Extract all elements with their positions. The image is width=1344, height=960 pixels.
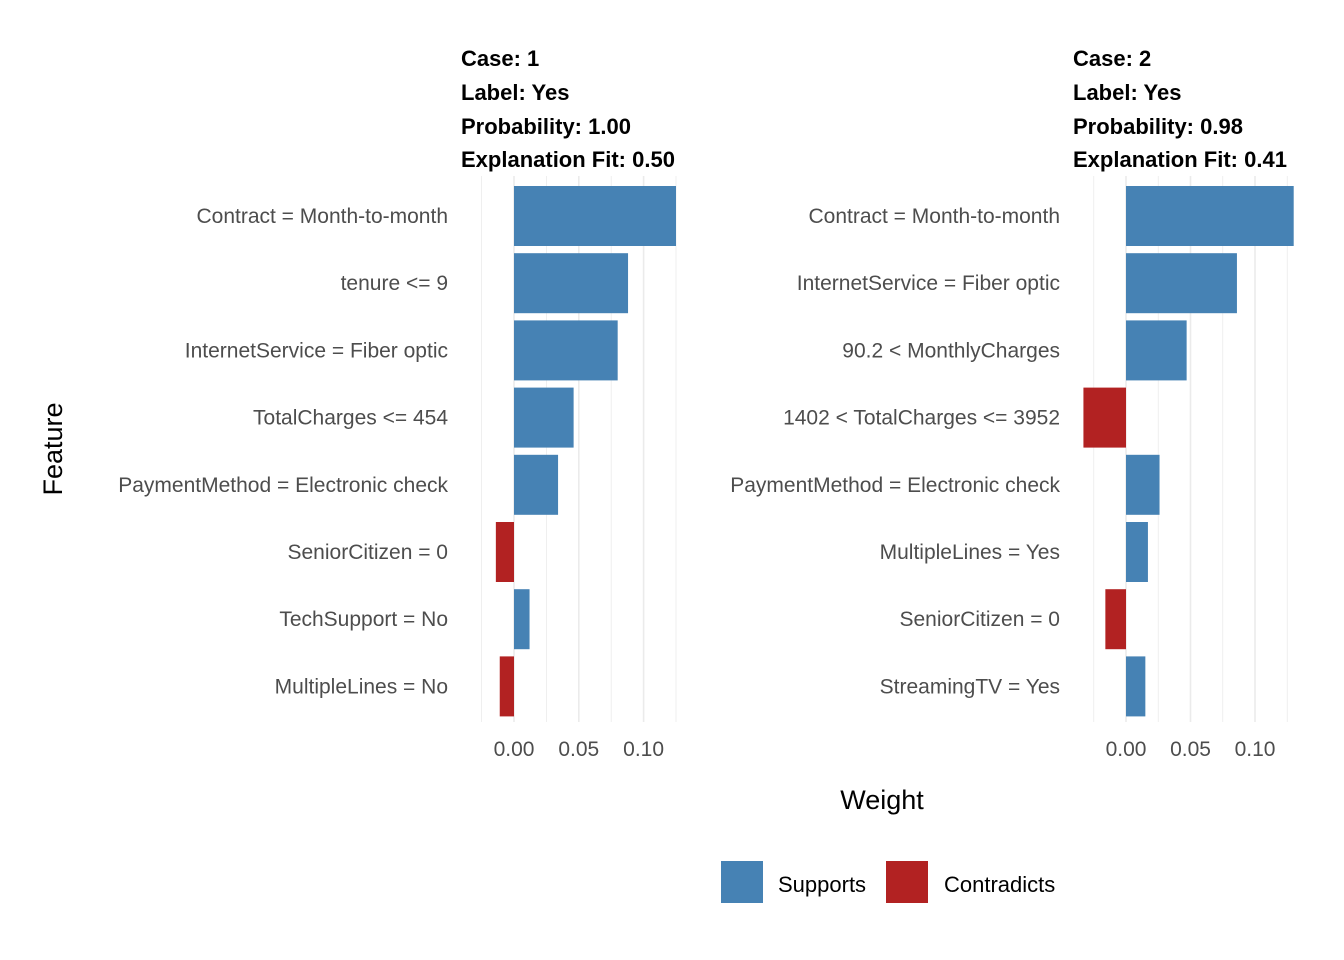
- case-1-panel: Case: 1 Label: Yes Probability: 1.00 Exp…: [118, 46, 677, 761]
- case-1-feature-labels: Contract = Month-to-month tenure <= 9 Inte…: [118, 205, 448, 698]
- feature-label: PaymentMethod = Electronic check: [730, 474, 1060, 497]
- bar-supports: [514, 589, 530, 650]
- feature-label: StreamingTV = Yes: [880, 675, 1060, 698]
- feature-label: InternetService = Fiber optic: [797, 272, 1060, 295]
- legend: Supports Contradicts: [721, 861, 1055, 903]
- case-2-header: Case: 2 Label: Yes Probability: 0.98 Exp…: [1073, 46, 1287, 172]
- bar-supports: [514, 253, 629, 314]
- feature-label: Contract = Month-to-month: [196, 205, 448, 228]
- bar-supports: [1126, 253, 1237, 314]
- feature-label: SeniorCitizen = 0: [287, 541, 448, 564]
- feature-label: 1402 < TotalCharges <= 3952: [783, 407, 1060, 430]
- case-1-explanation-fit: Explanation Fit: 0.50: [461, 147, 675, 172]
- case-2-panel: Case: 2 Label: Yes Probability: 0.98 Exp…: [730, 46, 1294, 761]
- case-2-probability: Probability: 0.98: [1073, 114, 1243, 139]
- legend-swatch-contradicts: [886, 861, 928, 903]
- bar-supports: [514, 320, 618, 381]
- feature-label: Contract = Month-to-month: [808, 205, 1060, 228]
- bar-supports: [1126, 522, 1148, 582]
- bar-contradicts: [1083, 387, 1126, 448]
- x-axis-title: Weight: [840, 785, 924, 815]
- x-tick-label: 0.00: [1106, 738, 1147, 761]
- bar-supports: [1126, 186, 1294, 246]
- feature-label: tenure <= 9: [341, 272, 448, 295]
- case-2-explanation-fit: Explanation Fit: 0.41: [1073, 147, 1287, 172]
- case-1-x-ticks: 0.00 0.05 0.10: [494, 738, 664, 761]
- bar-supports: [514, 186, 676, 246]
- case-1-bars: [495, 186, 676, 717]
- x-tick-label: 0.00: [494, 738, 535, 761]
- bar-supports: [1126, 320, 1187, 381]
- feature-label: MultipleLines = Yes: [880, 541, 1060, 564]
- bar-contradicts: [1105, 589, 1126, 650]
- x-tick-label: 0.05: [558, 738, 599, 761]
- bar-supports: [514, 387, 574, 448]
- bar-supports: [1126, 656, 1146, 717]
- case-1-header: Case: 1 Label: Yes Probability: 1.00 Exp…: [461, 46, 675, 172]
- case-2-bars: [1083, 186, 1294, 717]
- bar-contradicts: [495, 522, 514, 582]
- bar-supports: [514, 454, 559, 515]
- x-tick-label: 0.10: [623, 738, 664, 761]
- case-2-x-ticks: 0.00 0.05 0.10: [1106, 738, 1276, 761]
- case-1-probability: Probability: 1.00: [461, 114, 631, 139]
- x-tick-label: 0.10: [1235, 738, 1276, 761]
- bar-supports: [1126, 454, 1160, 515]
- bar-contradicts: [499, 656, 514, 717]
- y-axis-title: Feature: [38, 402, 68, 495]
- feature-label: 90.2 < MonthlyCharges: [842, 339, 1060, 362]
- case-2-label: Label: Yes: [1073, 80, 1181, 105]
- feature-label: InternetService = Fiber optic: [185, 339, 448, 362]
- legend-label-contradicts: Contradicts: [944, 872, 1055, 897]
- x-tick-label: 0.05: [1170, 738, 1211, 761]
- case-1-case: Case: 1: [461, 46, 539, 71]
- feature-label: MultipleLines = No: [275, 675, 448, 698]
- feature-label: TotalCharges <= 454: [253, 407, 448, 430]
- legend-label-supports: Supports: [778, 872, 866, 897]
- case-2-case: Case: 2: [1073, 46, 1151, 71]
- feature-label: SeniorCitizen = 0: [899, 608, 1060, 631]
- feature-label: TechSupport = No: [279, 608, 448, 631]
- legend-swatch-supports: [721, 861, 763, 903]
- case-2-feature-labels: Contract = Month-to-month InternetService…: [730, 205, 1060, 698]
- feature-label: PaymentMethod = Electronic check: [118, 474, 448, 497]
- case-1-label: Label: Yes: [461, 80, 569, 105]
